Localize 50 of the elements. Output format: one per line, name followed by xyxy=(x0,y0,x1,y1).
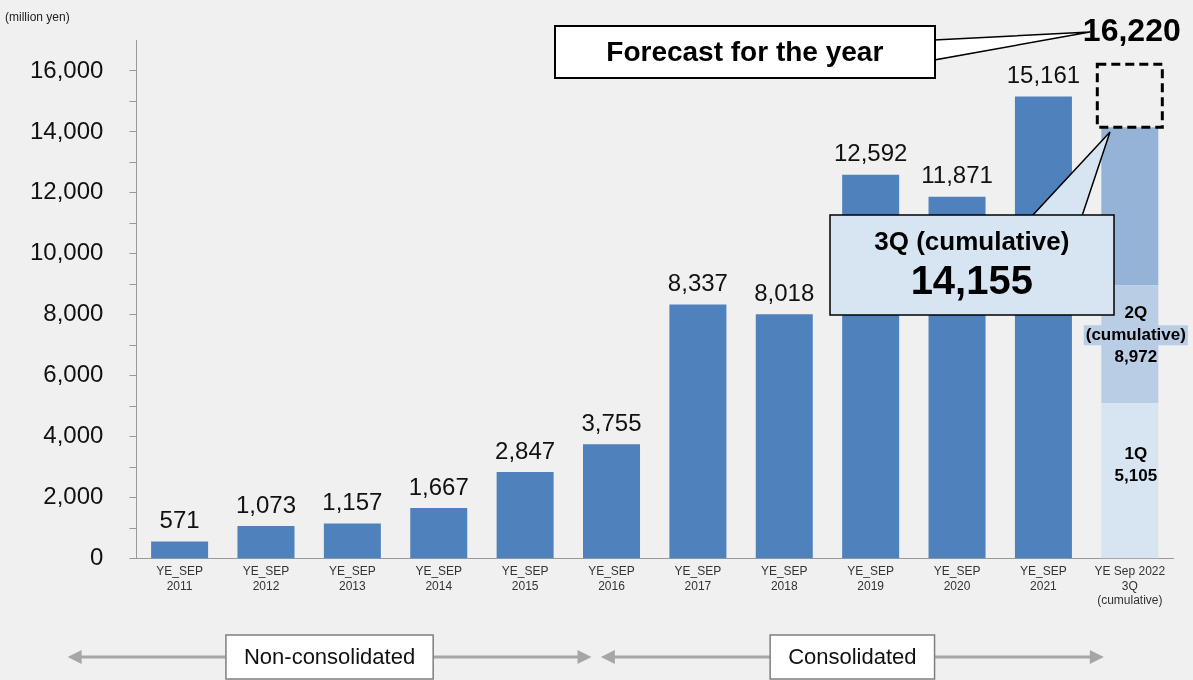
annotation: 3Q (cumulative) 14,155 xyxy=(874,226,1070,304)
data-label: 3,755 xyxy=(581,408,642,436)
y-tick-label: 16,000 xyxy=(30,55,104,83)
x-tick-label: YE_SEP 2017 xyxy=(674,564,722,593)
data-label: 8,337 xyxy=(667,269,728,297)
bar xyxy=(755,314,813,559)
y-tick-label: 14,000 xyxy=(30,116,104,144)
data-label: 1,157 xyxy=(322,488,383,516)
bar xyxy=(1101,403,1159,559)
text: Non-consolidated xyxy=(243,644,416,670)
annotation: 16,220 xyxy=(1082,12,1181,49)
text: Consolidated xyxy=(788,644,917,670)
annotation: Forecast for the year xyxy=(606,36,884,69)
x-tick-label: YE_SEP 2011 xyxy=(156,564,203,593)
bar xyxy=(237,526,295,559)
bar xyxy=(323,523,381,559)
y-tick-label: 10,000 xyxy=(30,238,104,266)
data-label: 1,667 xyxy=(408,472,469,500)
data-label: 12,592 xyxy=(833,139,908,167)
bar xyxy=(583,444,641,559)
x-tick-label: YE_SEP 2014 xyxy=(415,564,463,593)
y-tick-label: 12,000 xyxy=(30,177,104,205)
bar xyxy=(496,471,554,559)
x-tick-label: YE_SEP 2015 xyxy=(501,564,549,593)
y-tick-label: 0 xyxy=(90,543,104,571)
data-label: 2,847 xyxy=(495,436,556,464)
x-tick-label: YE Sep 2022 3Q (cumulative) xyxy=(1094,564,1166,608)
x-tick-label: YE_SEP 2021 xyxy=(1020,564,1067,593)
bar xyxy=(410,507,468,559)
annotation: 2Q (cumulative) 8,972 xyxy=(1085,302,1186,366)
data-label: 15,161 xyxy=(1006,61,1081,89)
data-label: 11,871 xyxy=(921,161,993,189)
bar xyxy=(1095,62,1164,129)
bar xyxy=(669,304,727,559)
x-tick-label: YE_SEP 2012 xyxy=(242,564,290,593)
data-label: 8,018 xyxy=(754,278,815,306)
x-tick-label: YE_SEP 2018 xyxy=(760,564,808,593)
x-tick-label: YE_SEP 2019 xyxy=(847,564,895,593)
annotation: 1Q 5,105 xyxy=(1114,443,1158,485)
data-label: 571 xyxy=(159,506,200,534)
x-tick-label: YE_SEP 2020 xyxy=(933,564,981,593)
y-tick-label: 4,000 xyxy=(43,421,104,449)
bar xyxy=(151,541,209,559)
data-label: 1,073 xyxy=(235,490,297,518)
x-tick-label: YE_SEP 2016 xyxy=(588,564,635,593)
x-tick-label: YE_SEP 2013 xyxy=(329,564,376,593)
y-tick-label: 2,000 xyxy=(43,482,104,510)
y-tick-label: 6,000 xyxy=(43,360,104,388)
y-tick-label: 8,000 xyxy=(43,299,104,327)
y-axis-title: (million yen) xyxy=(5,10,70,25)
